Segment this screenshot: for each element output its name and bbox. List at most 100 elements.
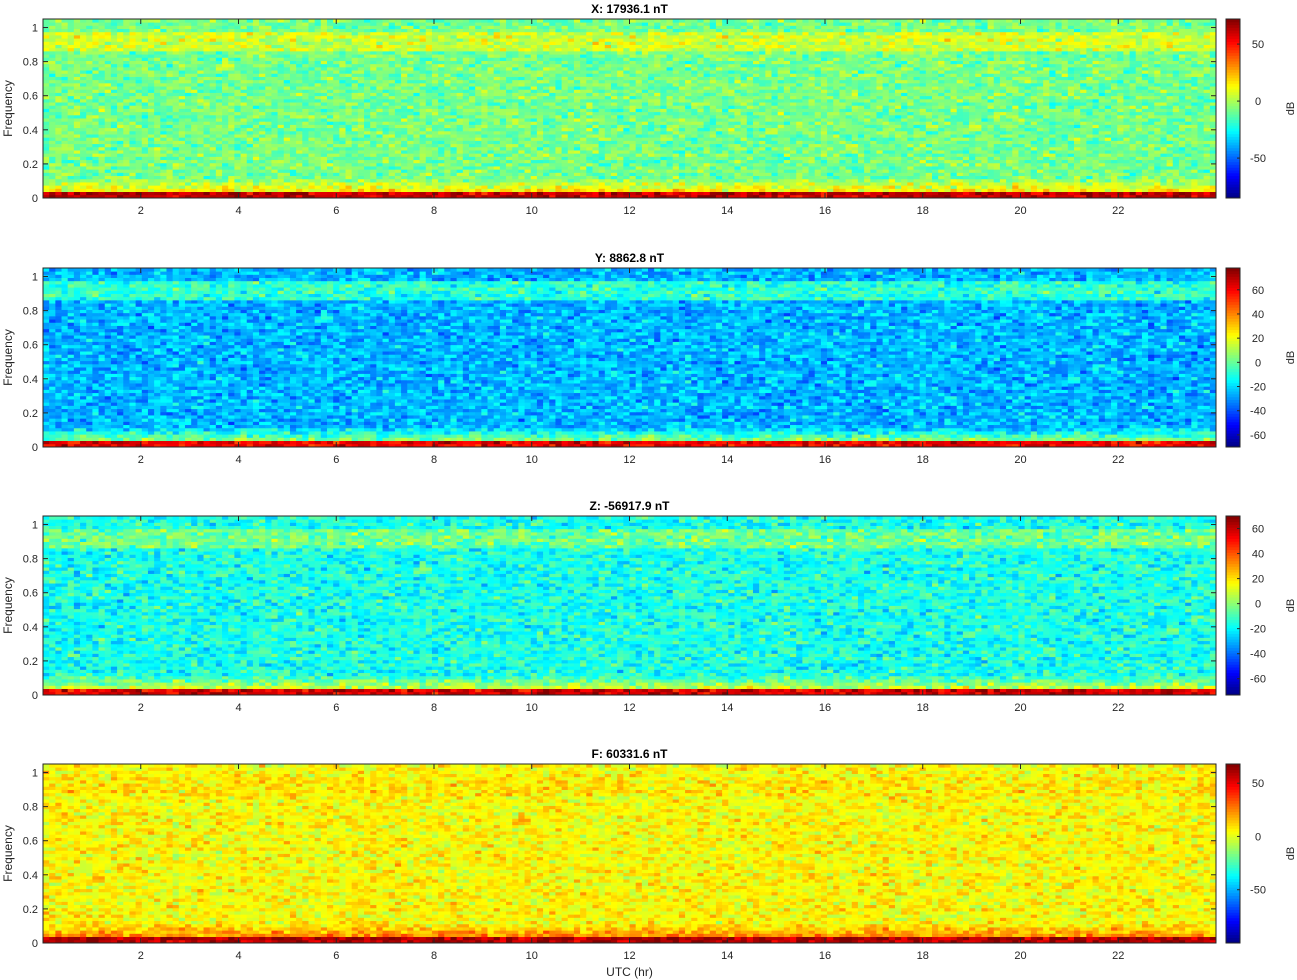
spectrogram-cell (580, 153, 587, 157)
spectrogram-cell (1025, 160, 1032, 164)
spectrogram-cell (833, 182, 840, 186)
spectrogram-cell (500, 185, 507, 189)
spectrogram-cell (111, 172, 118, 176)
spectrogram-cell (667, 188, 674, 192)
spectrogram-cell (630, 163, 637, 167)
spectrogram-cell (111, 166, 118, 170)
spectrogram-cell (259, 163, 266, 167)
spectrogram-cell (555, 182, 562, 186)
spectrogram-cell (944, 182, 951, 186)
spectrogram-cell (1130, 163, 1137, 167)
spectrogram-cell (401, 166, 408, 170)
spectrogram-cell (1037, 160, 1044, 164)
spectrogram-cell (765, 153, 772, 157)
spectrogram-cell (895, 153, 902, 157)
spectrogram-cell (389, 163, 396, 167)
spectrogram-cell (444, 192, 451, 196)
spectrogram-cell (1093, 192, 1100, 196)
spectrogram-cell (704, 172, 711, 176)
spectrogram-cell (549, 188, 556, 192)
spectrogram-cell (710, 192, 717, 196)
spectrogram-cell (839, 172, 846, 176)
spectrogram-cell (531, 182, 538, 186)
spectrogram-cell (216, 160, 223, 164)
spectrogram-cell (228, 182, 235, 186)
spectrogram-cell (1197, 176, 1204, 180)
spectrogram-cell (518, 153, 525, 157)
spectrogram-cell (858, 179, 865, 183)
spectrogram-cell (790, 172, 797, 176)
spectrogram-cell (870, 153, 877, 157)
spectrogram-cell (636, 185, 643, 189)
spectrogram-cell (839, 176, 846, 180)
spectrogram-cell (43, 163, 50, 167)
spectrogram-cell (407, 172, 414, 176)
spectrogram-cell (839, 188, 846, 192)
spectrogram-cell (389, 185, 396, 189)
spectrogram-cell (43, 192, 50, 196)
spectrogram-cell (494, 156, 501, 160)
spectrogram-cell (660, 182, 667, 186)
spectrogram-cell (525, 182, 532, 186)
spectrogram-cell (86, 169, 93, 173)
spectrogram-cell (117, 182, 124, 186)
spectrogram-cell (383, 172, 390, 176)
spectrogram-cell (395, 166, 402, 170)
spectrogram-cell (506, 188, 513, 192)
spectrogram-cell (951, 156, 958, 160)
spectrogram-cell (759, 156, 766, 160)
spectrogram-cell (86, 176, 93, 180)
spectrogram-cell (654, 188, 661, 192)
spectrogram-cell (265, 153, 272, 157)
spectrogram-cell (876, 182, 883, 186)
spectrogram-cell (895, 188, 902, 192)
spectrogram-cell (62, 166, 69, 170)
spectrogram-cell (55, 153, 62, 157)
spectrogram-cell (265, 172, 272, 176)
spectrogram-cell (469, 185, 476, 189)
spectrogram-cell (49, 163, 56, 167)
spectrogram-cell (321, 156, 328, 160)
spectrogram-cell (809, 153, 816, 157)
spectrogram-cell (358, 176, 365, 180)
spectrogram-cell (370, 163, 377, 167)
spectrogram-cell (685, 156, 692, 160)
spectrogram-cell (352, 160, 359, 164)
spectrogram-cell (1086, 192, 1093, 196)
spectrogram-cell (401, 188, 408, 192)
spectrogram-cell (1130, 176, 1137, 180)
spectrogram-cell (407, 166, 414, 170)
spectrogram-cell (1093, 166, 1100, 170)
spectrogram-cell (1204, 156, 1211, 160)
spectrogram-cell (407, 156, 414, 160)
spectrogram-cell (216, 156, 223, 160)
spectrogram-cell (839, 153, 846, 157)
spectrogram-cell (383, 156, 390, 160)
spectrogram-cell (870, 182, 877, 186)
spectrogram-cell (827, 166, 834, 170)
spectrogram-cell (383, 169, 390, 173)
spectrogram-cell (1142, 166, 1149, 170)
spectrogram-cell (938, 188, 945, 192)
spectrogram-cell (321, 176, 328, 180)
spectrogram-cell (296, 166, 303, 170)
spectrogram-cell (185, 188, 192, 192)
spectrogram-cell (636, 153, 643, 157)
spectrogram-cell (43, 176, 50, 180)
spectrogram-cell (728, 160, 735, 164)
spectrogram-cell (253, 156, 260, 160)
spectrogram-cell (580, 179, 587, 183)
spectrogram-cell (389, 182, 396, 186)
spectrogram-cell (111, 192, 118, 196)
spectrogram-cell (771, 182, 778, 186)
spectrogram-cell (99, 182, 106, 186)
spectrogram-cell (883, 169, 890, 173)
spectrogram-cell (864, 169, 871, 173)
spectrogram-cell (710, 166, 717, 170)
spectrogram-cell (605, 176, 612, 180)
spectrogram-cell (926, 188, 933, 192)
spectrogram-cell (963, 153, 970, 157)
spectrogram-cell (537, 172, 544, 176)
spectrogram-cell (123, 188, 130, 192)
spectrogram-cell (913, 176, 920, 180)
